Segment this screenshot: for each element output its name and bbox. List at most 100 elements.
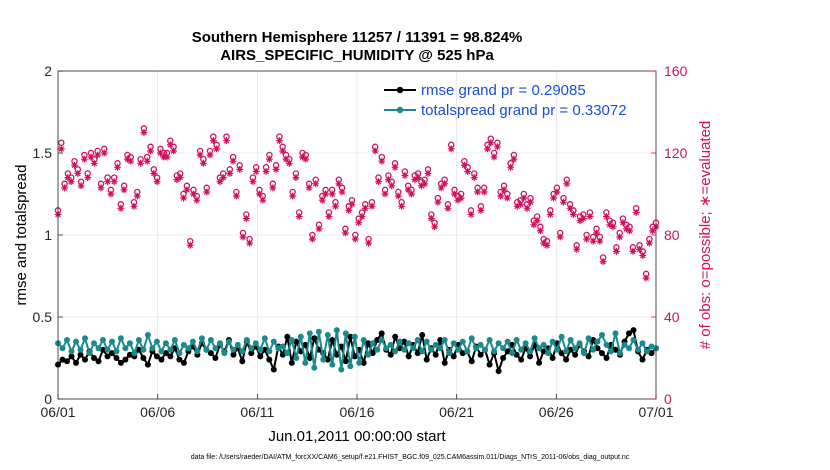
data-point — [437, 337, 444, 343]
legend-label: rmse grand pr = 0.29085 — [421, 82, 586, 99]
data-point — [189, 338, 196, 345]
evaluated-marker — [87, 153, 95, 161]
data-point — [500, 345, 507, 352]
data-point — [405, 340, 412, 347]
data-point — [109, 338, 115, 345]
evaluated-marker — [276, 137, 283, 145]
data-point — [356, 359, 363, 366]
data-point — [284, 333, 291, 340]
evaluated-marker — [642, 274, 650, 282]
data-point — [275, 345, 282, 352]
data-point — [212, 345, 219, 352]
evaluated-marker — [94, 151, 101, 159]
evaluated-marker — [533, 217, 541, 225]
data-point — [64, 358, 70, 365]
evaluated-marker — [315, 225, 323, 233]
axis-ticks: 06/01 06/06 06/11 06/16 06/21 06/26 07/0100.51… — [33, 63, 688, 420]
data-point — [545, 350, 552, 357]
evaluated-marker — [312, 180, 320, 188]
evaluated-marker — [81, 155, 88, 163]
data-point — [549, 338, 556, 345]
evaluated-marker — [593, 229, 600, 237]
evaluated-marker — [206, 151, 214, 159]
data-point — [558, 333, 565, 340]
data-point — [86, 350, 93, 357]
evaluated-marker — [629, 248, 637, 255]
evaluated-marker — [183, 186, 191, 194]
data-point — [167, 353, 174, 360]
data-point — [540, 341, 547, 348]
evaluated-marker — [388, 182, 396, 190]
data-point — [230, 351, 237, 358]
data-point — [338, 366, 345, 373]
evaluated-marker — [266, 155, 273, 163]
data-point — [64, 337, 70, 343]
evaluated-marker — [219, 174, 227, 181]
evaluated-marker — [583, 235, 590, 243]
evaluated-marker — [173, 176, 181, 184]
evaluated-marker — [147, 147, 154, 155]
data-point — [401, 338, 408, 345]
evaluated-marker — [609, 223, 617, 231]
data-point — [567, 337, 574, 343]
legend: rmse grand pr = 0.29085 totalspread grand… — [384, 82, 627, 119]
data-point — [216, 340, 223, 347]
data-point — [167, 346, 174, 353]
data-point — [176, 350, 183, 357]
data-point — [468, 335, 475, 342]
data-point — [576, 340, 583, 347]
y-tick-label-left: 0 — [44, 391, 52, 407]
evaluated-marker — [378, 157, 386, 165]
data-point — [401, 346, 408, 353]
data-point — [365, 340, 372, 347]
evaluated-marker — [540, 239, 548, 247]
data-point — [342, 358, 349, 365]
data-point — [522, 340, 529, 347]
data-point — [117, 359, 124, 366]
evaluated-marker — [424, 170, 432, 177]
evaluated-marker — [570, 211, 577, 218]
evaluated-marker — [586, 213, 594, 220]
data-point — [239, 348, 246, 355]
evaluated-marker — [345, 207, 353, 214]
data-point — [648, 343, 655, 350]
data-point — [599, 350, 605, 357]
evaluated-marker — [381, 190, 389, 198]
chart-subtitle: AIRS_SPECIFIC_HUMIDITY @ 525 hPa — [220, 47, 494, 64]
data-point — [207, 337, 214, 343]
data-point — [572, 345, 579, 352]
evaluated-marker — [193, 196, 201, 204]
data-point — [414, 337, 421, 343]
data-point — [392, 348, 399, 355]
data-point — [176, 356, 183, 363]
legend-marker — [396, 106, 404, 114]
evaluated-marker — [200, 159, 207, 167]
data-point — [599, 332, 605, 338]
data-point — [59, 356, 66, 363]
evaluated-marker — [229, 157, 237, 165]
evaluated-marker — [180, 194, 187, 202]
data-point — [257, 346, 264, 353]
data-point — [91, 340, 97, 347]
data-point — [405, 353, 412, 360]
data-point — [239, 358, 246, 365]
evaluated-marker — [150, 170, 158, 177]
data-point — [639, 340, 646, 347]
evaluated-marker — [589, 237, 597, 245]
data-point — [603, 341, 610, 348]
evaluated-marker — [444, 204, 452, 212]
evaluated-marker — [143, 157, 151, 165]
evaluated-marker — [411, 176, 419, 184]
evaluated-marker — [447, 145, 455, 153]
evaluated-marker — [309, 235, 316, 243]
evaluated-marker — [90, 159, 98, 167]
evaluated-marker — [626, 227, 633, 235]
evaluated-marker — [497, 192, 505, 200]
evaluated-marker — [285, 159, 293, 167]
data-point — [270, 338, 277, 345]
data-point — [333, 351, 340, 358]
chart-title: Southern Hemisphere 11257 / 11391 = 98.8… — [192, 29, 523, 46]
evaluated-marker — [233, 192, 240, 200]
data-point — [374, 346, 381, 353]
evaluated-marker — [401, 172, 409, 179]
